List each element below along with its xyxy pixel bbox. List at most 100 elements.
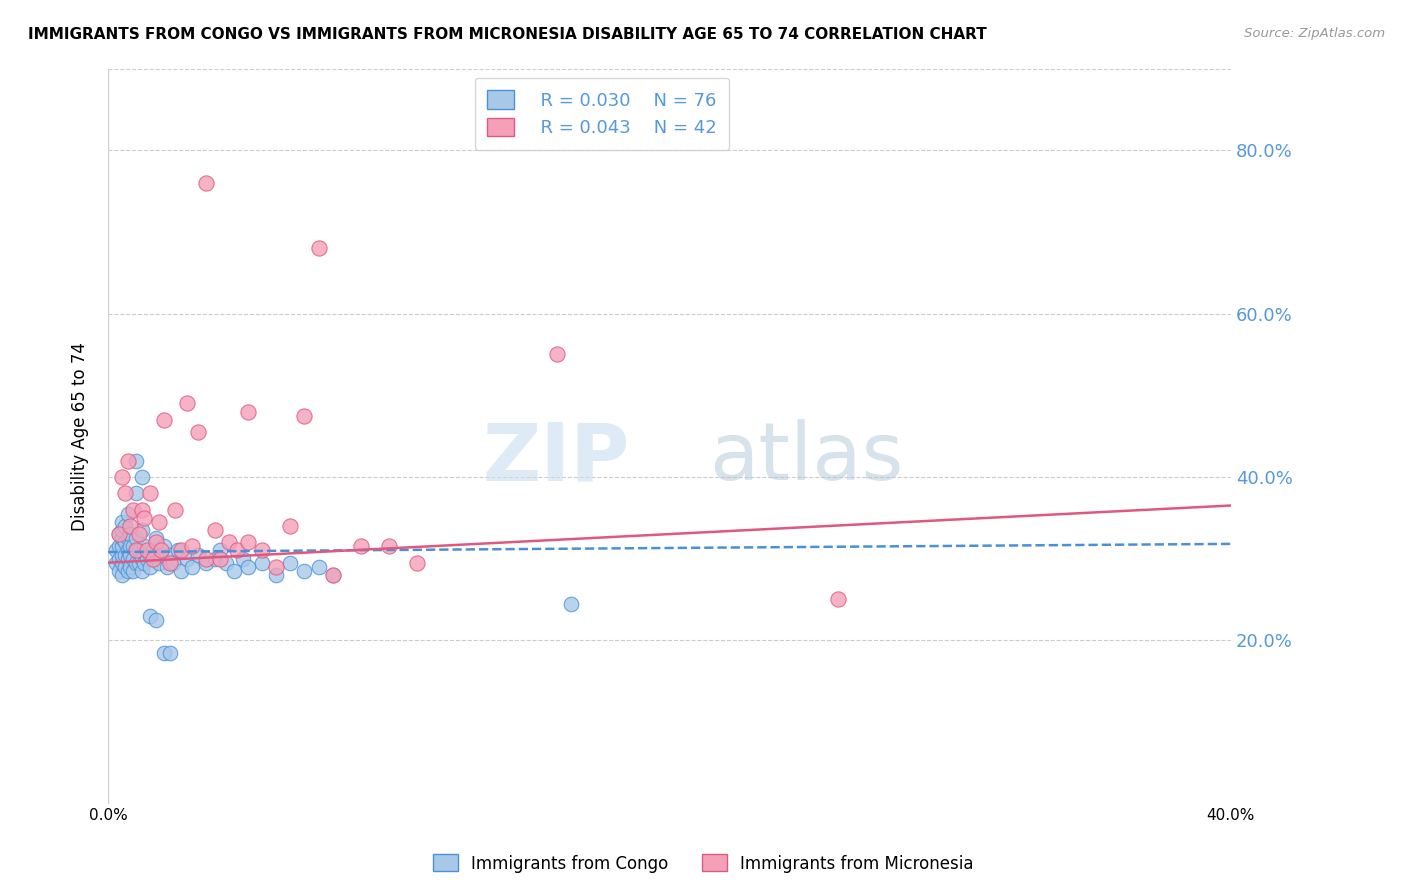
Point [209,543,232,558]
Text: ZIP: ZIP [482,419,630,497]
Point [266,559,288,574]
Legend:   R = 0.030    N = 76,   R = 0.043    N = 42: R = 0.030 N = 76, R = 0.043 N = 42 [475,78,730,150]
Point [280,519,302,533]
Point [117,551,139,566]
Point [131,523,153,537]
Point [145,535,167,549]
Point [139,608,162,623]
Text: atlas: atlas [709,419,903,497]
Point [108,527,131,541]
Point [125,543,148,558]
Point [232,551,254,566]
Point [204,523,226,537]
Point [131,551,153,566]
Point [280,556,302,570]
Point [159,548,181,562]
Point [108,551,131,566]
Point [111,539,134,553]
Point [134,539,156,553]
Point [134,556,156,570]
Point [218,535,240,549]
Point [114,486,136,500]
Point [122,502,145,516]
Point [322,568,344,582]
Point [176,396,198,410]
Point [294,409,316,423]
Point [266,568,288,582]
Point [139,559,162,574]
Point [111,470,134,484]
Point [128,543,150,558]
Point [117,453,139,467]
Point [128,556,150,570]
Point [170,564,193,578]
Point [546,347,568,361]
Point [111,531,134,545]
Text: IMMIGRANTS FROM CONGO VS IMMIGRANTS FROM MICRONESIA DISABILITY AGE 65 TO 74 CORR: IMMIGRANTS FROM CONGO VS IMMIGRANTS FROM… [28,27,987,42]
Point [131,470,153,484]
Point [114,559,136,574]
Point [120,559,142,574]
Point [108,539,131,553]
Point [167,543,190,558]
Point [215,556,238,570]
Point [187,425,209,439]
Legend: Immigrants from Congo, Immigrants from Micronesia: Immigrants from Congo, Immigrants from M… [426,847,980,880]
Point [114,548,136,562]
Point [117,507,139,521]
Point [122,551,145,566]
Point [128,527,150,541]
Point [117,564,139,578]
Point [145,613,167,627]
Point [125,543,148,558]
Point [153,539,176,553]
Point [150,548,173,562]
Point [226,543,249,558]
Point [136,543,159,558]
Point [122,539,145,553]
Point [125,453,148,467]
Point [159,556,181,570]
Point [142,551,165,566]
Point [162,556,184,570]
Point [308,241,330,255]
Point [238,404,260,418]
Point [125,486,148,500]
Point [165,502,187,516]
Point [120,519,142,533]
Point [117,543,139,558]
Point [105,556,128,570]
Point [827,592,849,607]
Point [111,523,134,537]
Point [108,527,131,541]
Point [405,556,427,570]
Point [111,556,134,570]
Point [131,502,153,516]
Point [252,556,274,570]
Point [134,510,156,524]
Point [560,597,582,611]
Point [142,543,165,558]
Point [195,551,218,566]
Point [159,646,181,660]
Point [111,568,134,582]
Point [349,539,371,553]
Point [120,548,142,562]
Point [153,413,176,427]
Point [148,515,170,529]
Point [111,548,134,562]
Point [294,564,316,578]
Point [111,515,134,529]
Point [204,551,226,566]
Point [120,527,142,541]
Point [156,559,179,574]
Point [105,543,128,558]
Point [145,531,167,545]
Point [308,559,330,574]
Y-axis label: Disability Age 65 to 74: Disability Age 65 to 74 [72,342,89,531]
Point [139,548,162,562]
Point [139,486,162,500]
Point [136,551,159,566]
Point [125,531,148,545]
Point [117,531,139,545]
